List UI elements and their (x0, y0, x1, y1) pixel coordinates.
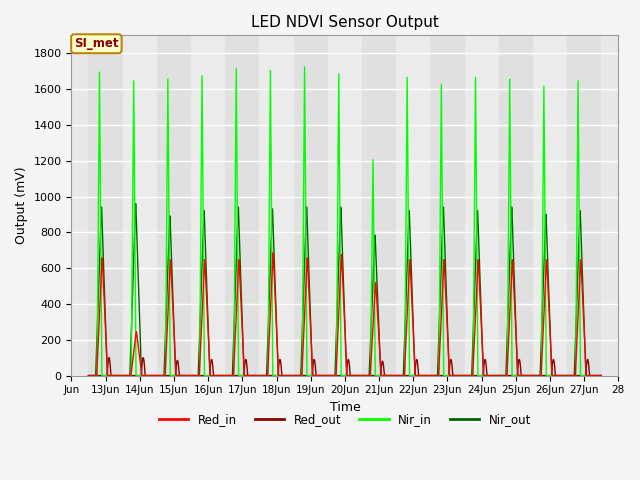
Bar (430, 36, 465, 375)
Bar (225, 36, 259, 375)
Bar (157, 36, 191, 375)
Bar (533, 36, 567, 375)
Text: SI_met: SI_met (74, 37, 118, 50)
Bar (396, 36, 430, 375)
Bar (465, 36, 499, 375)
Bar (191, 36, 225, 375)
Bar (294, 36, 328, 375)
Y-axis label: Output (mV): Output (mV) (15, 167, 28, 244)
Bar (259, 36, 294, 375)
Bar (328, 36, 362, 375)
Bar (499, 36, 533, 375)
Legend: Red_in, Red_out, Nir_in, Nir_out: Red_in, Red_out, Nir_in, Nir_out (154, 408, 536, 431)
Title: LED NDVI Sensor Output: LED NDVI Sensor Output (251, 15, 439, 30)
Bar (88, 36, 123, 375)
Bar (362, 36, 396, 375)
Bar (567, 36, 602, 375)
X-axis label: Time: Time (330, 401, 360, 414)
Bar (123, 36, 157, 375)
